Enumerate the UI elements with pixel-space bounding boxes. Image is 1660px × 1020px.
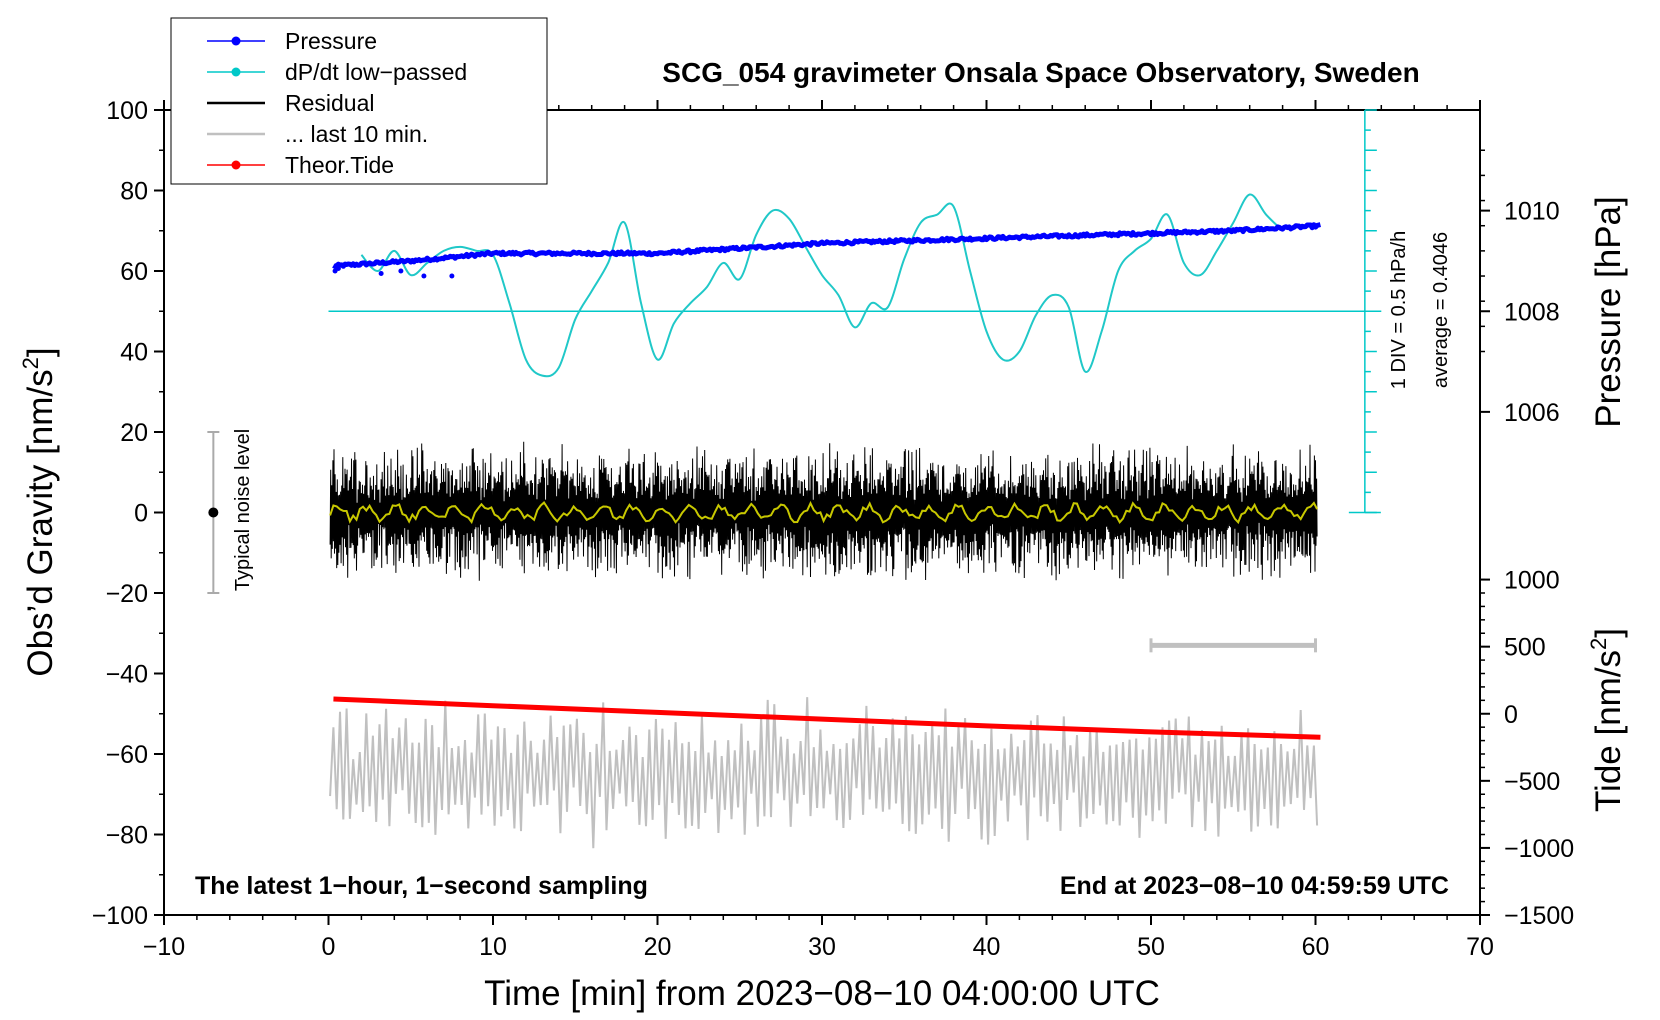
y-axis-label-left-sup: 2: [18, 357, 43, 369]
y-axis-label-left-main: Obs’d Gravity [nm/s: [21, 369, 60, 676]
residual-smoothed-line: [329, 500, 1318, 525]
y-axis-label-left: Obs’d Gravity [nm/s2]: [18, 347, 60, 676]
y-tick-label: 100: [106, 97, 148, 125]
legend-label: Residual: [285, 90, 375, 116]
y-tick-label: 20: [120, 419, 148, 447]
y-axis-label-tide-main: Tide [nm/s: [1589, 650, 1628, 812]
legend-label: Theor.Tide: [285, 152, 394, 178]
y-axis-right: 1010 1008 1006 1000 500 0 −500 −1000 −1500: [1480, 149, 1574, 930]
residual-line: [329, 441, 1318, 581]
pressure-point: [378, 271, 384, 277]
dpdt-scale: [1348, 109, 1381, 514]
series-group: [328, 193, 1382, 849]
x-tick-label: 70: [1466, 933, 1494, 961]
legend: Pressure dP/dt low−passed Residual ... last…: [170, 17, 548, 185]
legend-swatch-marker: [231, 160, 241, 170]
pressure-point: [449, 273, 455, 279]
x-tick-label: 20: [644, 933, 672, 961]
tide-tick-label: −1000: [1504, 835, 1574, 863]
pressure-tick-label: 1006: [1504, 399, 1560, 427]
y-axis-label-tide-end: ]: [1589, 628, 1628, 638]
x-tick-label: 0: [322, 933, 336, 961]
last10-indicator: [1149, 638, 1317, 653]
chart-title: SCG_054 gravimeter Onsala Space Observat…: [662, 57, 1419, 88]
noise-label: Typical noise level: [232, 429, 254, 591]
noise-center-dot: [208, 507, 219, 518]
legend-box: [170, 17, 548, 185]
y-axis-label-left-end: ]: [21, 347, 60, 357]
x-tick-label: 30: [808, 933, 836, 961]
legend-label: ... last 10 min.: [285, 121, 428, 147]
legend-swatch-marker: [231, 36, 241, 46]
tide-tick-label: 0: [1504, 701, 1518, 729]
y-axis-label-pressure: Pressure [hPa]: [1589, 196, 1628, 428]
x-axis: −10 0 10 20 30 40 50 60 70: [143, 915, 1494, 961]
legend-label: dP/dt low−passed: [285, 59, 467, 85]
y-axis-label-tide-sup: 2: [1586, 638, 1611, 650]
y-tick-label: 80: [120, 178, 148, 206]
y-tick-label: −100: [92, 902, 148, 930]
dpdt-average-label: average = 0.4046: [1430, 232, 1452, 388]
y-tick-label: −40: [106, 661, 148, 689]
y-tick-label: −60: [106, 741, 148, 769]
annotation-end-time: End at 2023−08−10 04:59:59 UTC: [1060, 872, 1449, 900]
y-tick-label: −20: [106, 580, 148, 608]
annotation-sampling: The latest 1−hour, 1−second sampling: [195, 872, 648, 900]
pressure-tick-label: 1008: [1504, 298, 1560, 326]
legend-swatch-marker: [231, 67, 241, 77]
tide-tick-label: −1500: [1504, 902, 1574, 930]
dpdt-line: [360, 193, 1284, 378]
x-tick-label: 60: [1302, 933, 1330, 961]
tide-line: [333, 696, 1321, 740]
y-tick-label: −80: [106, 822, 148, 850]
y-tick-label: 40: [120, 339, 148, 367]
x-axis-label: Time [min] from 2023−08−10 04:00:00 UTC: [484, 974, 1160, 1013]
pressure-point: [421, 273, 427, 279]
y-axis-left: 100 80 60 40 20 0 −20 −40 −60 −80 −100: [92, 97, 164, 930]
pressure-point: [398, 268, 404, 274]
y-tick-label: 60: [120, 258, 148, 286]
x-tick-label: 10: [479, 933, 507, 961]
last10-line: [329, 697, 1319, 849]
tide-tick-label: 1000: [1504, 567, 1560, 595]
pressure-line: [332, 222, 1322, 269]
dpdt-scale-label: 1 DIV = 0.5 hPa/h: [1388, 231, 1410, 389]
legend-label: Pressure: [285, 28, 377, 54]
x-tick-label: 50: [1137, 933, 1165, 961]
x-tick-label: 40: [973, 933, 1001, 961]
x-tick-label: −10: [143, 933, 185, 961]
pressure-tick-label: 1010: [1504, 198, 1560, 226]
y-tick-label: 0: [134, 500, 148, 528]
noise-indicator: [207, 431, 220, 594]
y-axis-label-tide: Tide [nm/s2]: [1586, 628, 1628, 812]
tide-tick-label: −500: [1504, 768, 1560, 796]
pressure-point: [335, 265, 341, 271]
tide-tick-label: 500: [1504, 634, 1546, 662]
